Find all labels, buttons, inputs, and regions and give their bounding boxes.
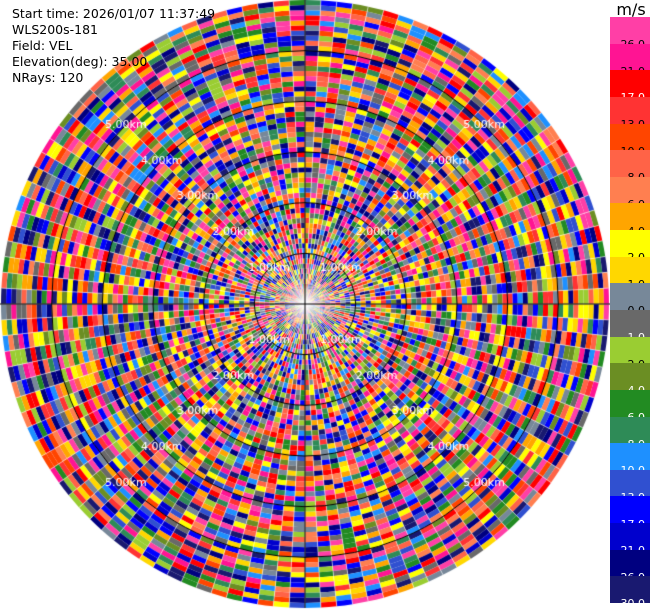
colorbar-cell: 0.0 [610, 283, 650, 317]
ppi-scan-plot [0, 0, 610, 610]
colorbar-cell: 6.0 [610, 176, 650, 211]
colorbar-tick-label: -30.0 [616, 597, 645, 610]
colorbar-cell: -30.0 [610, 576, 650, 610]
colorbar-cell: 21.0 [610, 43, 650, 78]
colorbar-cell: 2.0 [610, 230, 650, 264]
colorbar-cell: 17.0 [610, 70, 650, 104]
start-time-label: Start time: 2026/01/07 11:37:49 [12, 6, 216, 21]
colorbar-cell: -1.0 [610, 310, 650, 344]
field-label: Field: VEL [12, 38, 73, 53]
colorbar-cell: -8.0 [610, 416, 650, 451]
colorbar-cell: 8.0 [610, 150, 650, 184]
colorbar-cell: 26.0 [610, 17, 650, 51]
colorbar-cell: -26.0 [610, 549, 650, 584]
colorbar-cell: -2.0 [610, 336, 650, 371]
colorbar-cell: -17.0 [610, 496, 650, 531]
colorbar-cell: -6.0 [610, 389, 650, 424]
colorbar-unit: m/s [616, 0, 646, 19]
nrays-label: NRays: 120 [12, 70, 84, 85]
colorbar-cell: -4.0 [610, 363, 650, 397]
scan-info: Start time: 2026/01/07 11:37:49 WLS200s-… [12, 6, 215, 86]
colorbar-cell: 4.0 [610, 203, 650, 238]
colorbar-cell: -10.0 [610, 443, 650, 477]
colorbar-cell: 1.0 [610, 256, 650, 291]
colorbar-cell: 13.0 [610, 96, 650, 131]
colorbar-cell: 10.0 [610, 123, 650, 158]
colorbar-cell: -13.0 [610, 469, 650, 504]
instrument-label: WLS200s-181 [12, 22, 98, 37]
elevation-label: Elevation(deg): 35.00 [12, 54, 148, 69]
colorbar-cell: -21.0 [610, 523, 650, 557]
colorbar: 26.021.017.013.010.08.06.04.02.01.00.0-1… [610, 17, 650, 610]
